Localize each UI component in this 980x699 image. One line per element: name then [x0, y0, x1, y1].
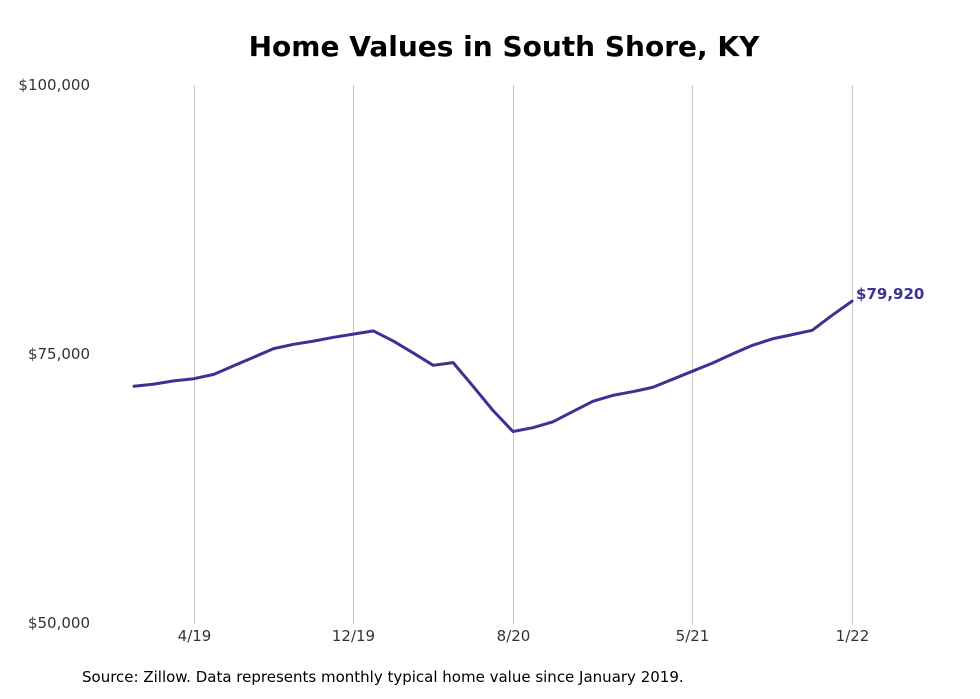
chart-title: Home Values in South Shore, KY	[248, 30, 760, 63]
data-point	[252, 356, 255, 359]
y-tick-label: $50,000	[28, 614, 90, 632]
data-point	[332, 336, 335, 339]
data-point	[671, 378, 674, 381]
data-point	[771, 337, 774, 340]
data-point	[751, 344, 754, 347]
data-point	[152, 383, 155, 386]
data-point	[472, 385, 475, 388]
source-note: Source: Zillow. Data represents monthly …	[82, 668, 684, 686]
data-point	[232, 364, 235, 367]
data-point	[432, 364, 435, 367]
data-point	[352, 333, 355, 336]
y-tick-label: $75,000	[28, 345, 90, 363]
data-point	[571, 410, 574, 413]
annotation-layer: $79,920	[856, 285, 924, 303]
data-point	[372, 329, 375, 332]
y-axis-labels: $50,000 $75,000 $100,000	[18, 76, 90, 632]
x-tick-label: 1/22	[836, 627, 870, 645]
data-point	[212, 373, 215, 376]
data-point	[831, 314, 834, 317]
x-axis-labels: 4/19 12/19 8/20 5/21 1/22	[178, 627, 870, 645]
x-tick-label: 5/21	[676, 627, 710, 645]
data-point	[691, 370, 694, 373]
data-point	[611, 394, 614, 397]
y-tick-label: $100,000	[18, 76, 90, 94]
end-value-label: $79,920	[856, 285, 924, 303]
data-point	[651, 386, 654, 389]
series-line-0	[132, 299, 854, 433]
data-point	[192, 377, 195, 380]
data-point	[791, 333, 794, 336]
data-point	[851, 300, 854, 303]
data-point	[133, 385, 136, 388]
data-point	[811, 329, 814, 332]
data-point	[731, 353, 734, 356]
data-point	[452, 361, 455, 364]
data-point	[272, 347, 275, 350]
data-point	[551, 420, 554, 423]
data-point	[531, 426, 534, 429]
series-layer	[132, 299, 854, 433]
data-point	[492, 409, 495, 412]
data-point	[392, 340, 395, 343]
x-tick-label: 8/20	[497, 627, 531, 645]
x-tick-label: 12/19	[332, 627, 375, 645]
grid-lines	[194, 85, 853, 624]
data-point	[711, 362, 714, 365]
data-point	[172, 379, 175, 382]
data-point	[512, 430, 515, 433]
data-point	[312, 340, 315, 343]
data-point	[591, 400, 594, 403]
data-point	[292, 343, 295, 346]
data-point	[412, 351, 415, 354]
x-tick-label: 4/19	[178, 627, 212, 645]
data-point	[631, 390, 634, 393]
